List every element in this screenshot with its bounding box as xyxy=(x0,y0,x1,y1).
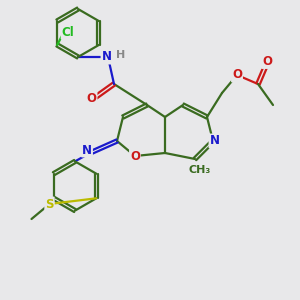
Text: N: N xyxy=(82,143,92,157)
Text: O: O xyxy=(130,149,140,163)
Text: O: O xyxy=(262,55,272,68)
Text: Cl: Cl xyxy=(61,26,74,39)
Text: N: N xyxy=(101,50,112,64)
Text: S: S xyxy=(45,197,54,211)
Text: CH₃: CH₃ xyxy=(188,165,211,176)
Text: O: O xyxy=(86,92,97,106)
Text: H: H xyxy=(116,50,125,61)
Text: O: O xyxy=(232,68,242,82)
Text: N: N xyxy=(209,134,220,148)
